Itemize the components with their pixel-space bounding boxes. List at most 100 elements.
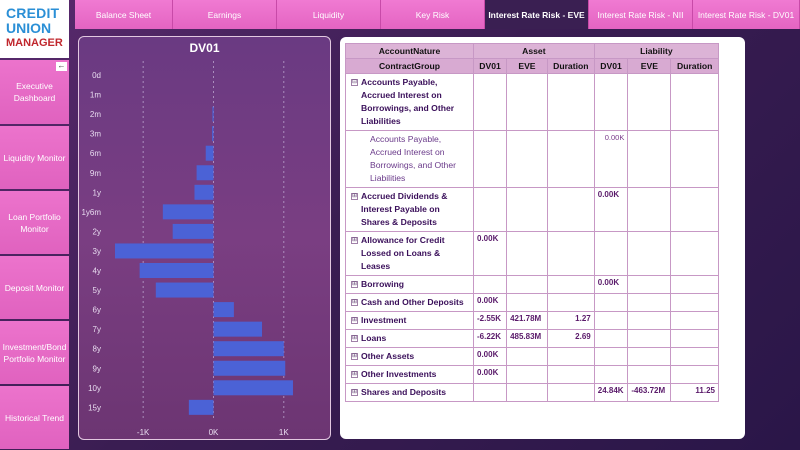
value-cell [546,231,595,276]
tab-earnings[interactable]: Earnings [173,0,277,29]
row-label-cell: ⊞ Borrowing [345,275,474,294]
y-tick-label: 8y [93,345,101,354]
y-tick-label: 6m [90,149,101,158]
row-label: Allowance for Credit Lossed on Loans & L… [361,235,445,271]
bar-1y6m[interactable] [162,204,214,220]
bar-9m[interactable] [196,165,214,181]
value-cell [670,293,719,312]
expand-row-icon[interactable]: ⊞ [351,371,358,378]
y-tick-label: 2m [90,110,101,119]
bar-2m[interactable] [212,106,214,122]
y-tick-label: 1m [90,91,101,100]
tab-label: Interest Rate Risk - EVE [488,9,585,20]
value-cell: 0.00K [472,293,508,312]
expand-row-icon[interactable]: ⊞ [351,317,358,324]
value-cell [506,293,548,312]
header-liability: Liability [593,43,720,59]
value-cell: 0.00K [472,347,508,366]
bar-3m[interactable] [212,126,214,142]
value-cell: 421.78M [506,311,548,330]
bar-1y[interactable] [194,184,214,200]
sidebar-item-liquidity-monitor[interactable]: Liquidity Monitor [0,126,69,189]
credit-union-manager-logo: CREDIT UNION MANAGER [0,0,69,58]
tab-liquidity[interactable]: Liquidity [277,0,381,29]
value-cell [506,347,548,366]
expand-row-icon[interactable]: ⊞ [351,353,358,360]
row-label-cell: ⊞ Loans [345,329,474,348]
value-cell [627,347,672,366]
sidebar-item-loan-portfolio-monitor[interactable]: Loan Portfolio Monitor [0,191,69,254]
y-tick-label: 10y [88,384,101,393]
value-cell [546,347,595,366]
tab-key-risk[interactable]: Key Risk [381,0,485,29]
bar-9y[interactable] [213,360,286,376]
row-label: Other Assets [361,351,415,361]
value-cell [506,73,548,131]
sidebar-item-label: Executive Dashboard [13,81,56,103]
tab-interest-rate-risk-nii[interactable]: Interest Rate Risk - NII [589,0,693,29]
collapse-row-icon[interactable]: ⊟ [351,79,358,86]
expand-row-icon[interactable]: ⊞ [351,299,358,306]
row-label-cell: ⊞ Investment [345,311,474,330]
row-label-cell: ⊟ Accounts Payable, Accrued Interest on B… [345,73,474,131]
value-cell: 0.00K [472,231,508,276]
value-cell [670,365,719,384]
value-cell [472,130,508,188]
row-label-cell: ⊞ Accrued Dividends & Interest Payable on… [345,187,474,232]
table-row: ⊞ Other Assets 0.00K [345,347,719,366]
bar-10y[interactable] [213,380,293,396]
expand-row-icon[interactable]: ⊞ [351,389,358,396]
expand-row-icon[interactable]: ⊞ [351,237,358,244]
collapse-sidebar-icon[interactable]: ← [56,61,67,71]
row-label: Shares and Deposits [361,387,447,397]
sidebar-item-executive-dashboard[interactable]: ← Executive Dashboard [0,60,69,124]
value-cell [593,73,629,131]
bar-8y[interactable] [213,341,284,357]
bar-15y[interactable] [188,399,214,415]
bar-4y[interactable] [139,263,214,278]
expand-row-icon[interactable]: ⊞ [351,281,358,288]
bar-2y[interactable] [172,223,214,239]
value-cell [627,365,672,384]
value-cell [506,187,548,232]
value-cell: 24.84K [593,383,629,402]
header-liability-dv01: DV01 [593,58,629,74]
sidebar-item-investment-bond-portfolio-monitor[interactable]: Investment/Bond Portfolio Monitor [0,321,69,384]
row-label-cell: ⊞ Cash and Other Deposits [345,293,474,312]
chart-title: DV01 [189,41,220,55]
sidebar-item-label: Loan Portfolio Monitor [8,211,61,234]
sidebar-item-deposit-monitor[interactable]: Deposit Monitor [0,256,69,319]
y-tick-label: 0d [92,71,101,80]
table-row: ⊞ Loans -6.22K 485.83M 2.69 [345,329,719,348]
bar-3y[interactable] [115,243,214,259]
sidebar-item-historical-trend[interactable]: Historical Trend [0,386,69,449]
table-row: ⊞ Other Investments 0.00K [345,365,719,384]
value-cell [472,187,508,232]
expand-row-icon[interactable]: ⊞ [351,335,358,342]
value-cell [627,275,672,294]
bar-6y[interactable] [213,302,234,318]
dv01-chart-panel: DV01 -1K 0K 1K 0d 1m 2m 3m 6m 9m 1y 1y6m 2y 3y 4y 5y 6y… [78,36,331,440]
y-tick-label: 3m [90,130,101,139]
value-cell [593,293,629,312]
y-tick-label: 9m [90,169,101,178]
tab-balance-sheet[interactable]: Balance Sheet [75,0,173,29]
x-tick-label: 1K [279,428,289,437]
row-label: Accounts Payable, Accrued Interest on Bo… [370,134,456,183]
sidebar-item-label: Deposit Monitor [4,282,65,293]
value-cell: -463.72M [627,383,672,402]
value-cell [546,187,595,232]
value-cell [670,275,719,294]
value-cell [670,73,719,131]
value-cell: 1.27 [546,311,595,330]
y-tick-label: 1y6m [81,208,101,217]
value-cell: 2.69 [546,329,595,348]
bar-5y[interactable] [155,282,214,298]
bar-6m[interactable] [205,145,214,161]
tab-interest-rate-risk-dv01[interactable]: Interest Rate Risk - DV01 [693,0,800,29]
tab-interest-rate-risk-eve[interactable]: Interest Rate Risk - EVE [485,0,589,29]
bar-7y[interactable] [213,321,263,337]
sidebar-nav: ← Executive Dashboard Liquidity Monitor … [0,60,69,450]
value-cell [627,311,672,330]
expand-row-icon[interactable]: ⊞ [351,193,358,200]
